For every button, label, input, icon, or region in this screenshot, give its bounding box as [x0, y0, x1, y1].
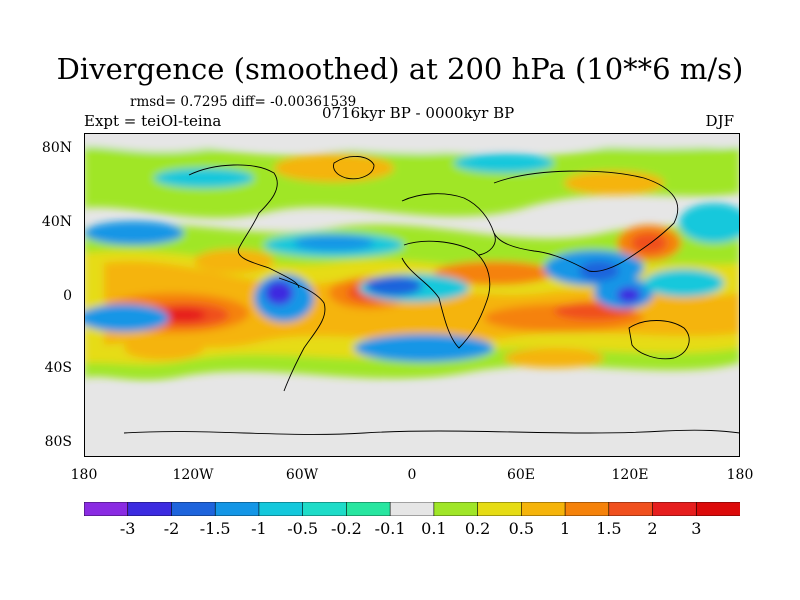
x-tick-0: 0 — [407, 467, 417, 483]
colorbar-swatch — [214, 502, 260, 516]
colorbar-level-label: 1 — [560, 519, 571, 538]
divergence-field — [84, 133, 740, 457]
colorbar-level-label: -3 — [119, 519, 136, 538]
y-tick-80n: 80N — [41, 140, 72, 156]
colorbar-swatch — [521, 502, 566, 516]
map-frame — [84, 133, 740, 457]
colorbar-level-label: -1.5 — [199, 519, 231, 538]
colorbar-level-label: 0.5 — [508, 519, 535, 538]
season-label: DJF — [705, 112, 734, 130]
colorbar-swatch — [389, 502, 435, 516]
colorbar-swatch — [564, 502, 610, 516]
x-tick-60e: 60E — [506, 467, 536, 483]
x-tick-120e: 120E — [611, 467, 649, 483]
colorbar-level-label: -0.1 — [374, 519, 406, 538]
y-tick-80s: 80S — [44, 434, 72, 450]
experiment-label: Expt = teiOl-teina — [84, 112, 222, 130]
greenland-outline — [333, 156, 375, 180]
colorbar-level-label: -0.5 — [287, 519, 319, 538]
divergence-map — [84, 133, 740, 457]
period-label: 0716kyr BP - 0000kyr BP — [322, 104, 515, 122]
south-america-outline — [278, 277, 326, 392]
map-title: Divergence (smoothed) at 200 hPa (10**6 … — [56, 52, 744, 86]
colorbar-swatch — [608, 502, 654, 516]
colorbar-swatch — [127, 502, 173, 516]
colorbar-swatch — [302, 502, 348, 516]
colorbar-swatch — [433, 502, 479, 516]
y-tick-40n: 40N — [41, 214, 72, 230]
colorbar — [84, 502, 740, 516]
colorbar-swatch — [84, 502, 129, 516]
colorbar-swatch — [652, 502, 698, 516]
colorbar-swatch — [346, 502, 391, 516]
colorbar-level-label: 3 — [691, 519, 702, 538]
asia-outline — [493, 170, 679, 272]
colorbar-swatch — [477, 502, 523, 516]
y-tick-0: 0 — [63, 288, 72, 304]
antarctica-outline — [123, 429, 740, 435]
colorbar-level-label: -1 — [251, 519, 267, 538]
colorbar-swatch — [171, 502, 217, 516]
colorbar-level-label: -0.2 — [330, 519, 362, 538]
colorbar-swatch — [258, 502, 304, 516]
colorbar-level-label: 1.5 — [596, 519, 622, 538]
colorbar-level-label: -2 — [163, 519, 180, 538]
colorbar-level-label: 0.2 — [464, 519, 491, 538]
australia-outline — [628, 320, 690, 360]
y-tick-40s: 40S — [44, 360, 72, 376]
x-tick-180w: 180 — [70, 467, 98, 483]
x-tick-60w: 60W — [285, 467, 319, 483]
north-america-outline — [188, 164, 300, 289]
europe-outline — [401, 193, 496, 256]
stats-label: rmsd= 0.7295 diff= -0.00361539 — [130, 94, 357, 110]
colorbar-swatch — [695, 502, 740, 516]
colorbar-level-label: 2 — [647, 519, 658, 538]
x-tick-180e: 180 — [726, 467, 754, 483]
x-tick-120w: 120W — [172, 467, 214, 483]
coastlines — [123, 156, 740, 435]
colorbar-level-label: 0.1 — [421, 519, 447, 538]
africa-outline — [401, 240, 491, 349]
